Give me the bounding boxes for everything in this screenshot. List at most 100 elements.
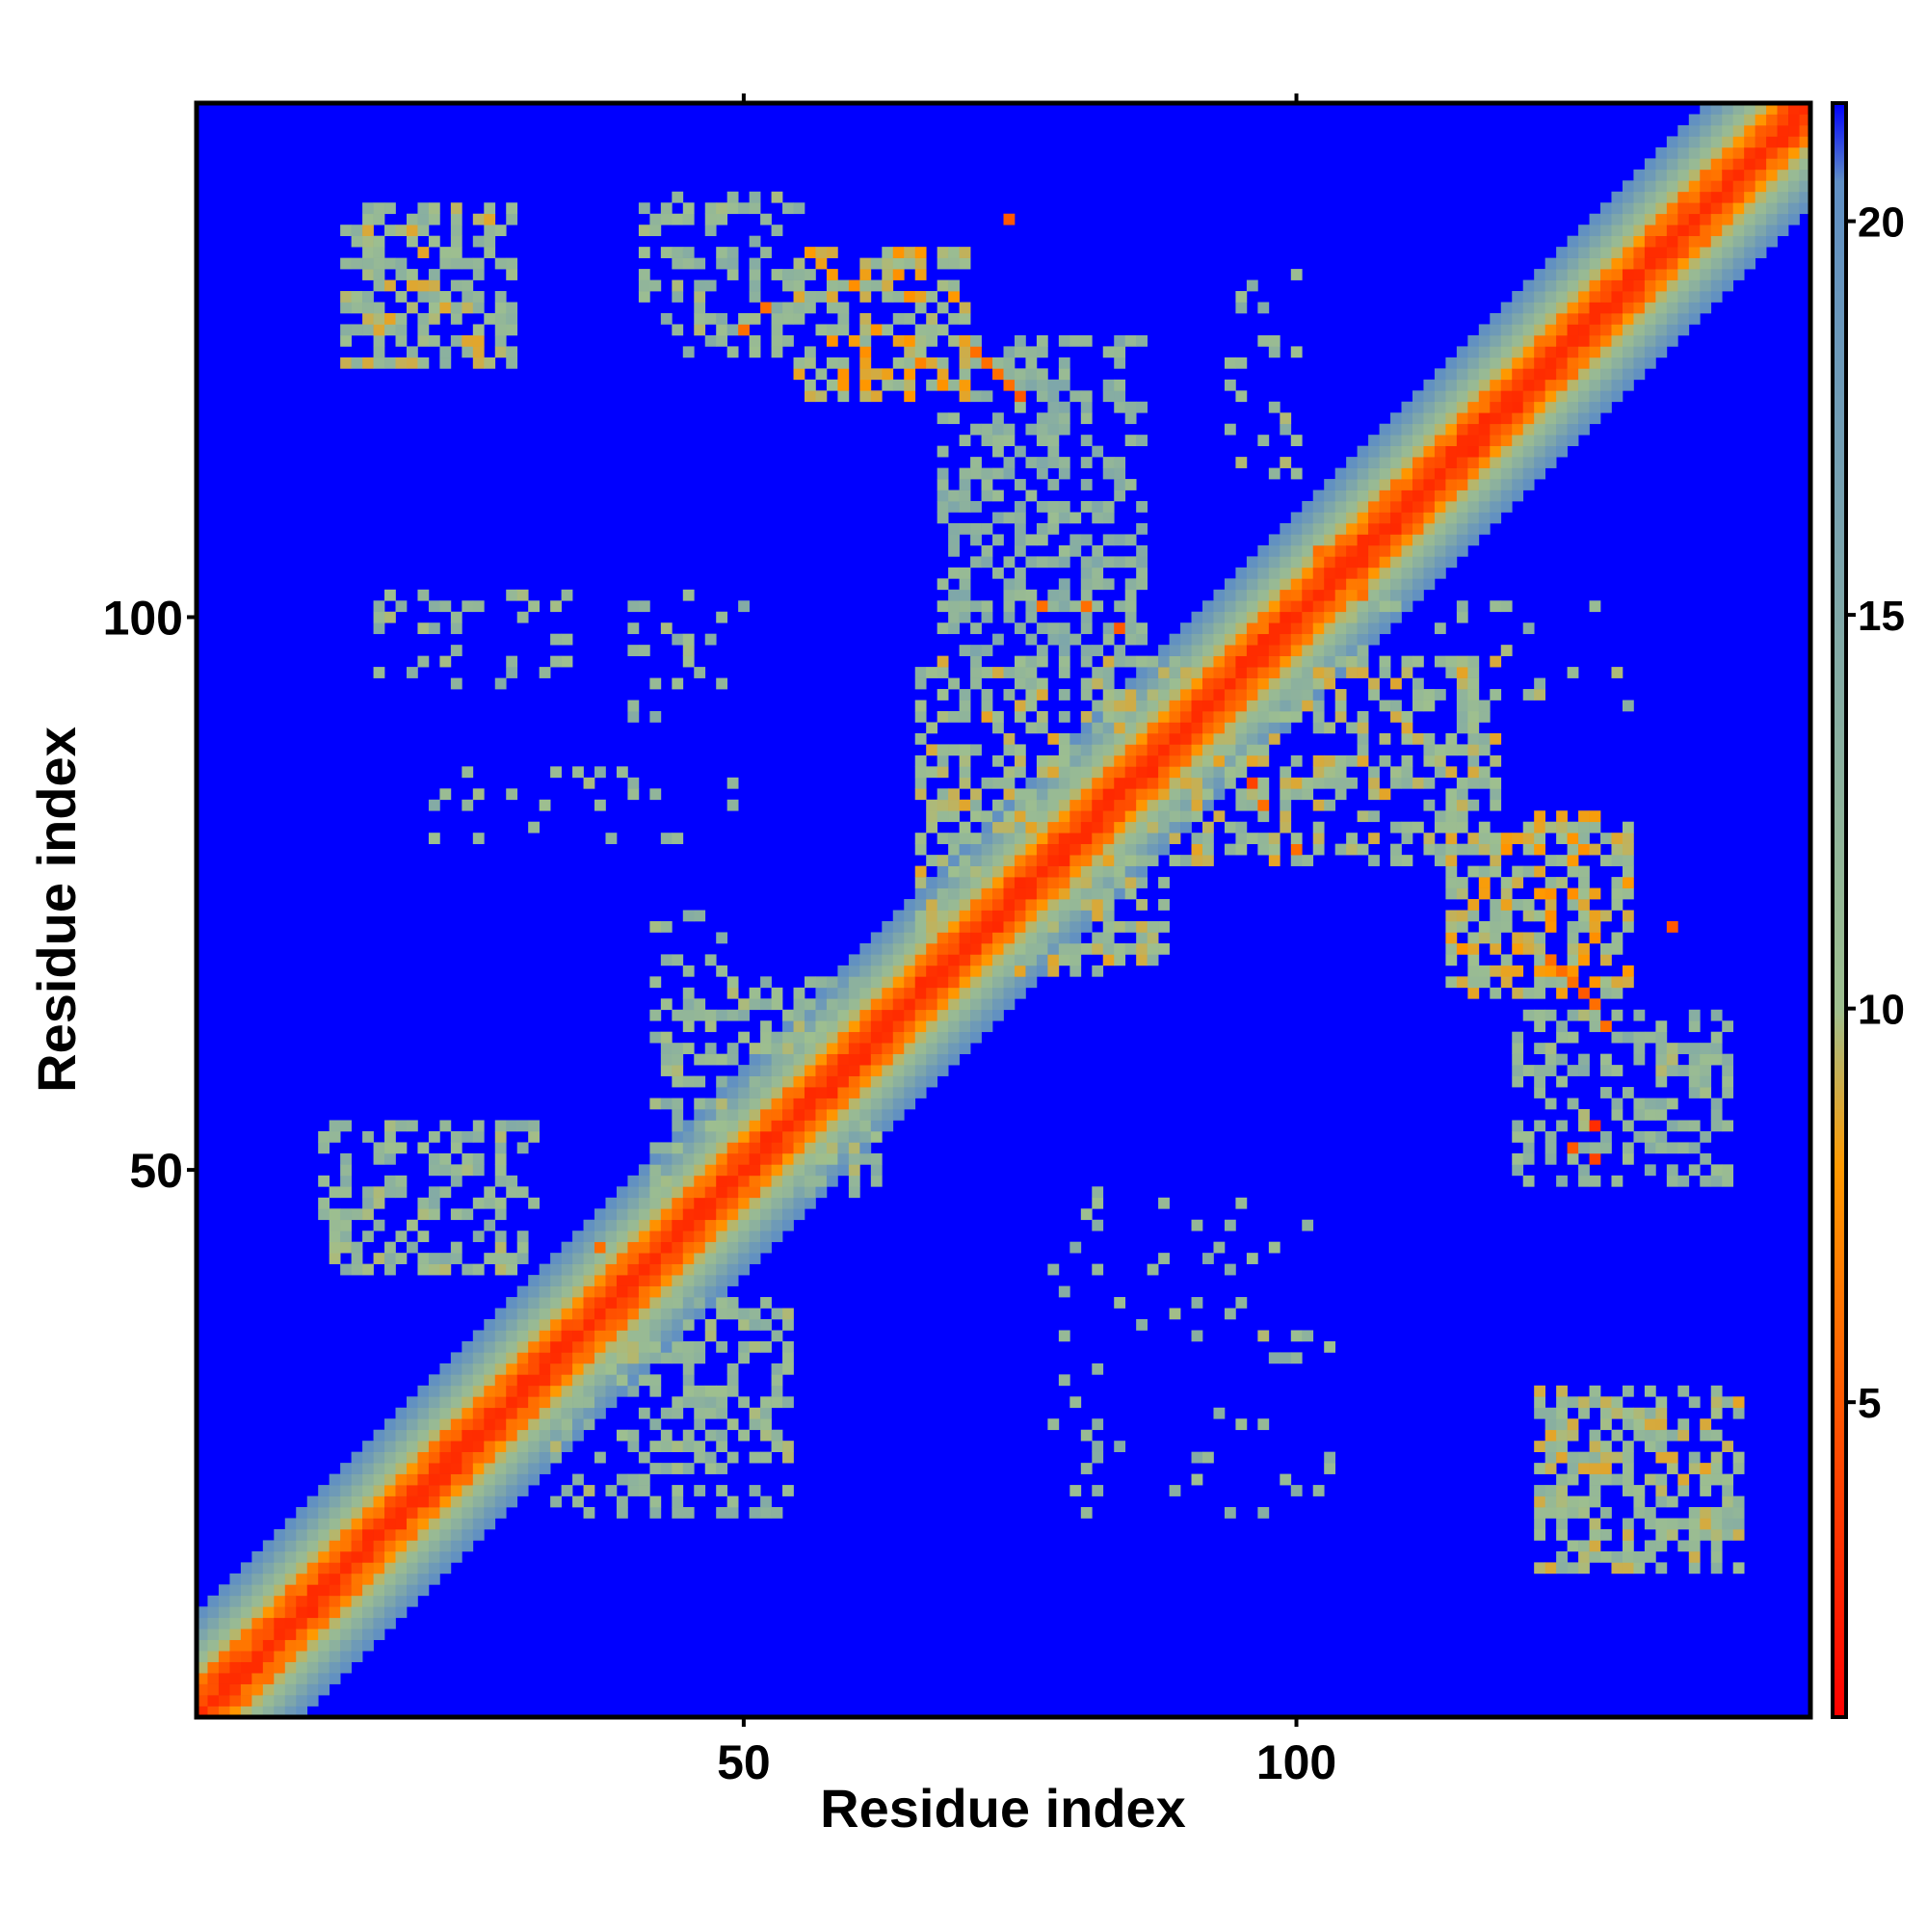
heatmap-cell	[1567, 423, 1579, 436]
heatmap-cell	[318, 1639, 330, 1652]
heatmap-cell	[726, 1186, 739, 1199]
heatmap-cell	[1069, 1396, 1082, 1409]
heatmap-cell	[1235, 788, 1248, 801]
heatmap-cell	[859, 998, 872, 1011]
heatmap-cell	[1014, 655, 1026, 668]
heatmap-cell	[1136, 865, 1148, 878]
heatmap-cell	[284, 1562, 297, 1575]
heatmap-cell	[738, 1075, 750, 1088]
heatmap-cell	[1467, 346, 1480, 358]
heatmap-cell	[937, 954, 949, 966]
heatmap-cell	[1622, 324, 1634, 336]
heatmap-cell	[726, 976, 739, 989]
heatmap-cell	[450, 1253, 462, 1264]
heatmap-cell	[1622, 291, 1634, 303]
heatmap-cell	[373, 611, 385, 623]
heatmap-cell	[417, 291, 430, 303]
heatmap-cell	[362, 1518, 374, 1530]
heatmap-cell	[550, 655, 562, 668]
heatmap-cell	[1611, 1175, 1623, 1187]
heatmap-cell	[362, 1540, 374, 1552]
heatmap-cell	[539, 1275, 551, 1286]
heatmap-cell	[373, 257, 385, 270]
heatmap-cell	[627, 1308, 640, 1320]
heatmap-cell	[561, 1285, 573, 1298]
heatmap-cell	[926, 998, 938, 1011]
heatmap-cell	[948, 501, 960, 513]
heatmap-cell	[1788, 202, 1800, 215]
heatmap-cell	[682, 1318, 695, 1331]
heatmap-cell	[981, 423, 993, 436]
heatmap-cell	[1633, 202, 1646, 215]
heatmap-cell	[1445, 932, 1458, 944]
heatmap-cell	[738, 1208, 750, 1221]
heatmap-cell	[450, 225, 462, 237]
heatmap-cell	[1058, 1374, 1070, 1387]
heatmap-cell	[694, 1385, 706, 1397]
heatmap-cell	[914, 1087, 927, 1098]
heatmap-cell	[1655, 334, 1668, 347]
heatmap-cell	[848, 1152, 860, 1165]
heatmap-cell	[1578, 1164, 1590, 1177]
heatmap-cell	[627, 1485, 640, 1496]
heatmap-cell	[1655, 1098, 1668, 1110]
heatmap-cell	[638, 1340, 650, 1353]
heatmap-cell	[1567, 269, 1579, 280]
heatmap-cell	[373, 1550, 385, 1563]
heatmap-cell	[782, 1396, 794, 1409]
heatmap-cell	[384, 1130, 396, 1143]
heatmap-cell	[1158, 942, 1170, 955]
heatmap-cell	[804, 1142, 816, 1154]
heatmap-cell	[992, 423, 1004, 436]
heatmap-cell	[682, 257, 695, 270]
heatmap-cell	[1644, 1098, 1656, 1110]
heatmap-cell	[926, 810, 938, 823]
heatmap-cell	[516, 1340, 529, 1353]
heatmap-cell	[1213, 766, 1226, 779]
heatmap-cell	[1534, 677, 1545, 690]
heatmap-cell	[1655, 324, 1668, 336]
heatmap-cell	[914, 932, 927, 944]
heatmap-cell	[1058, 865, 1070, 878]
heatmap-cell	[1788, 146, 1800, 159]
heatmap-cell	[373, 279, 385, 292]
heatmap-cell	[1522, 312, 1535, 325]
heatmap-cell	[1544, 257, 1557, 270]
heatmap-cell	[1578, 910, 1590, 922]
heatmap-cell	[1058, 467, 1070, 480]
heatmap-cell	[516, 1253, 529, 1264]
heatmap-cell	[848, 1164, 860, 1177]
heatmap-cell	[1003, 887, 1016, 900]
heatmap-cell	[1036, 766, 1048, 779]
heatmap-cell	[1622, 1385, 1634, 1397]
heatmap-cell	[627, 1363, 640, 1375]
heatmap-cell	[1677, 158, 1690, 171]
heatmap-cell	[771, 1152, 783, 1165]
heatmap-cell	[384, 1241, 396, 1254]
heatmap-cell	[1069, 534, 1082, 546]
heatmap-cell	[649, 1098, 662, 1110]
heatmap-cell	[882, 1120, 894, 1132]
heatmap-cell	[992, 667, 1004, 678]
heatmap-cell	[1047, 457, 1060, 468]
heatmap-cell	[848, 1087, 860, 1098]
heatmap-cell	[240, 1706, 252, 1718]
heatmap-cell	[771, 1330, 783, 1342]
heatmap-cell	[749, 1208, 761, 1221]
heatmap-cell	[694, 1219, 706, 1231]
heatmap-cell	[1346, 611, 1358, 623]
heatmap-cell	[1578, 346, 1590, 358]
heatmap-cell	[1522, 932, 1535, 944]
heatmap-cell	[1512, 899, 1524, 911]
heatmap-cell	[1423, 390, 1436, 403]
heatmap-cell	[904, 954, 916, 966]
heatmap-cell	[1058, 655, 1070, 668]
heatmap-cell	[948, 710, 960, 723]
heatmap-cell	[1080, 534, 1093, 546]
heatmap-cell	[992, 1009, 1004, 1021]
heatmap-cell	[992, 754, 1004, 767]
heatmap-cell	[384, 1518, 396, 1530]
heatmap-cell	[1290, 1330, 1303, 1342]
heatmap-cell	[1268, 589, 1280, 601]
heatmap-cell	[284, 1695, 297, 1707]
